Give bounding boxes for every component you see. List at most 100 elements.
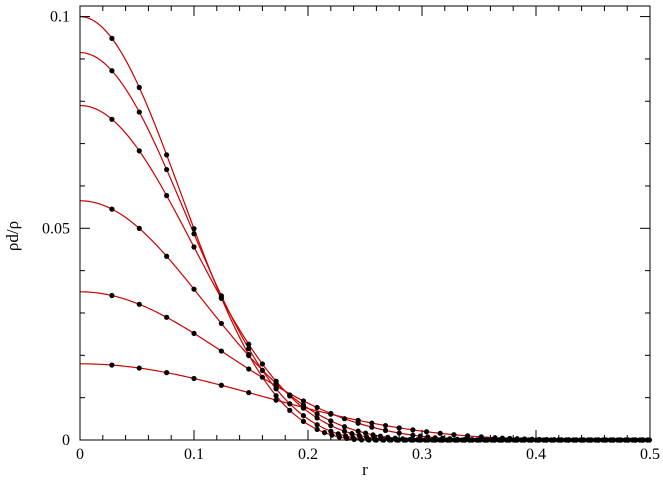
data-point <box>343 433 349 439</box>
data-point <box>218 382 224 388</box>
x-tick-label: 0.5 <box>640 446 660 463</box>
fit-line-6 <box>80 363 650 441</box>
y-axis-label: ρd/ρ <box>3 221 22 251</box>
data-point <box>423 429 430 435</box>
data-point <box>396 425 402 431</box>
data-point <box>385 434 391 440</box>
fit-line-4 <box>79 200 650 441</box>
data-point <box>341 424 348 430</box>
data-point <box>246 341 252 347</box>
data-point <box>300 398 307 404</box>
data-point <box>259 367 265 373</box>
data-point <box>218 348 224 354</box>
y-tick-label: 0 <box>62 432 70 449</box>
data-point <box>425 434 431 440</box>
data-point <box>164 253 170 259</box>
data-point <box>246 352 252 359</box>
data-point <box>382 427 389 433</box>
data-point <box>369 424 375 430</box>
data-point <box>164 314 170 320</box>
data-point <box>432 435 438 441</box>
data-point <box>400 436 406 442</box>
data-point <box>462 436 468 443</box>
data-point <box>191 375 197 382</box>
data-point <box>321 429 328 436</box>
ticks <box>79 6 651 441</box>
data-point <box>454 436 460 442</box>
data-point <box>377 433 383 439</box>
data-point <box>136 109 142 115</box>
x-tick-label: 0.4 <box>526 446 546 463</box>
data-point <box>109 362 115 368</box>
data-point <box>273 393 279 399</box>
data-point <box>314 415 320 421</box>
data-point <box>396 430 402 436</box>
data-point <box>191 226 197 232</box>
data-point <box>300 413 307 419</box>
data-point <box>136 84 142 91</box>
data-point <box>451 432 457 438</box>
data-point <box>287 401 293 407</box>
data-point <box>335 431 341 437</box>
fit-line-1 <box>79 15 650 441</box>
data-point <box>136 225 142 232</box>
data-point <box>109 292 115 299</box>
data-point <box>364 434 370 440</box>
data-point <box>191 244 197 250</box>
data-point <box>191 286 197 292</box>
data-point <box>350 434 356 441</box>
data-point <box>478 434 484 440</box>
data-point <box>382 422 389 429</box>
tick-labels: 0 0.1 0.2 0.3 0.4 0.5 0 0.05 0.1 <box>42 9 660 463</box>
data-point <box>437 430 443 436</box>
data-point <box>300 418 307 424</box>
data-point <box>328 428 334 434</box>
data-point <box>246 366 252 372</box>
data-point <box>300 404 307 411</box>
data-point <box>410 427 416 433</box>
x-tick-label: 0.3 <box>412 446 432 463</box>
data-point <box>136 365 142 371</box>
data-point <box>355 417 361 423</box>
data-points <box>109 35 653 443</box>
data-point <box>514 436 520 442</box>
x-tick-label: 0 <box>76 446 84 463</box>
data-point <box>370 432 376 438</box>
data-point <box>109 68 115 74</box>
fit-lines <box>79 15 650 441</box>
data-point <box>164 370 170 376</box>
data-point <box>407 436 413 443</box>
data-point <box>314 411 320 417</box>
data-point <box>218 320 224 327</box>
data-point <box>191 330 197 336</box>
data-point <box>273 397 279 403</box>
data-point <box>356 432 362 439</box>
data-point <box>522 436 528 442</box>
data-point <box>218 295 224 301</box>
y-tick-label: 0.1 <box>50 9 70 26</box>
data-point <box>410 432 416 438</box>
data-point <box>273 383 279 389</box>
data-point <box>259 374 265 380</box>
data-point <box>287 392 293 398</box>
data-point <box>109 206 115 212</box>
data-point <box>536 436 543 443</box>
x-tick-label: 0.2 <box>298 446 318 463</box>
data-point <box>164 152 170 158</box>
data-point <box>246 346 252 352</box>
data-point <box>355 428 361 434</box>
y-tick-label: 0.05 <box>42 220 70 237</box>
data-point <box>314 426 320 432</box>
data-point <box>369 420 375 426</box>
data-point <box>328 418 334 424</box>
data-point <box>164 193 170 199</box>
data-point <box>136 148 142 154</box>
data-point <box>362 430 369 436</box>
fit-line-5 <box>79 291 650 441</box>
data-point <box>246 390 252 396</box>
data-point <box>341 416 348 422</box>
data-point <box>109 116 115 122</box>
data-point <box>109 35 115 41</box>
data-point <box>447 436 453 442</box>
